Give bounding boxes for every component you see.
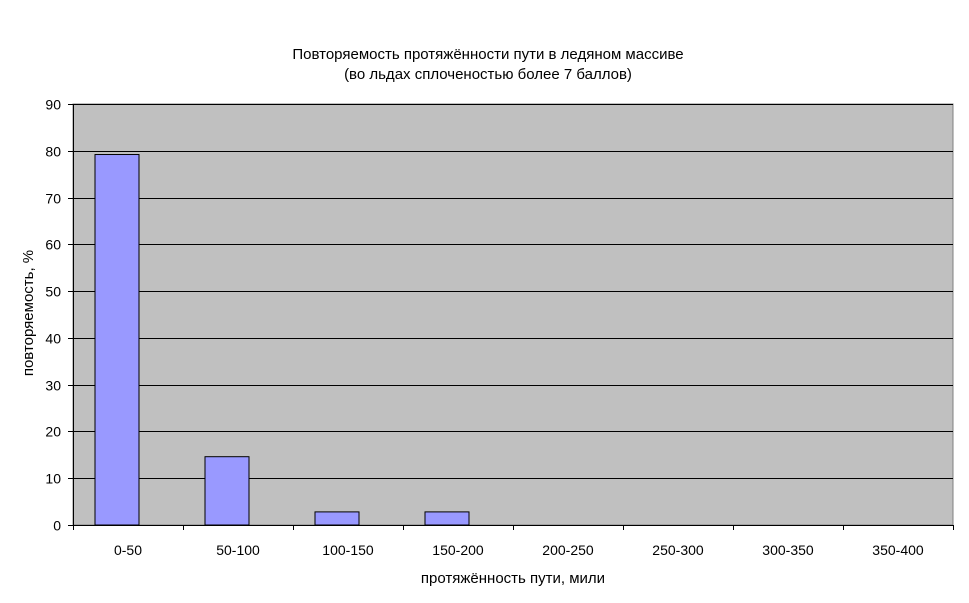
chart-title: Повторяемость протяжённости пути в ледян… [292, 46, 683, 63]
y-tick-labels: 0 10 20 30 40 50 60 70 80 90 [45, 97, 61, 534]
bar-150-200 [424, 511, 470, 526]
bar-0-50 [94, 154, 140, 526]
x-tick-label: 200-250 [542, 542, 594, 558]
y-tick-label: 40 [45, 331, 61, 347]
axes [68, 104, 954, 530]
x-axis-label: протяжённость пути, мили [421, 570, 605, 587]
plot-area [72, 103, 954, 526]
y-tick-label: 10 [45, 471, 61, 487]
bar-50-100 [204, 456, 250, 526]
y-tick-label: 30 [45, 378, 61, 394]
x-tick-label: 100-150 [322, 542, 374, 558]
y-tick-label: 70 [45, 191, 61, 207]
y-tick-label: 0 [53, 518, 61, 534]
x-tick-label: 250-300 [652, 542, 704, 558]
x-tick-label: 300-350 [762, 542, 814, 558]
chart-subtitle: (во льдах сплоченостью более 7 баллов) [344, 66, 632, 83]
x-tick-label: 0-50 [114, 542, 142, 558]
bar-100-150 [314, 511, 360, 526]
y-tick-label: 20 [45, 424, 61, 440]
y-tick-label: 80 [45, 144, 61, 160]
y-tick-label: 50 [45, 284, 61, 300]
y-tick-label: 60 [45, 237, 61, 253]
y-tick-label: 90 [45, 97, 61, 113]
x-tick-label: 150-200 [432, 542, 484, 558]
x-tick-label: 350-400 [872, 542, 924, 558]
x-tick-label: 50-100 [216, 542, 260, 558]
y-axis-label: повторяемость, % [20, 250, 37, 376]
x-tick-labels: 0-50 50-100 100-150 150-200 200-250 250-300 30… [114, 542, 924, 558]
